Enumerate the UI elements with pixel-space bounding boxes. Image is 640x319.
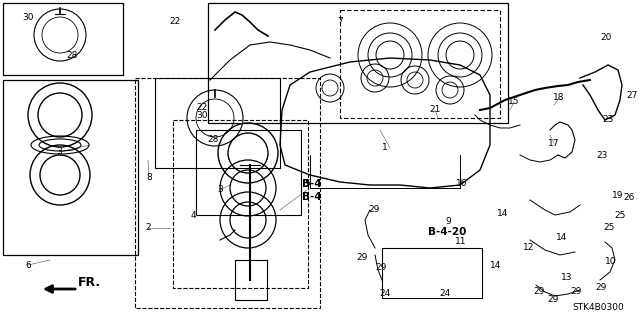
Text: 12: 12 [524, 243, 534, 253]
Text: 9: 9 [445, 218, 451, 226]
Text: 20: 20 [600, 33, 612, 42]
Text: 4: 4 [190, 211, 196, 219]
Text: 24: 24 [440, 288, 451, 298]
Text: 13: 13 [561, 273, 573, 283]
Bar [3, 3, 123, 75]
Text: 26: 26 [623, 194, 635, 203]
Text: 22: 22 [170, 18, 180, 26]
Text: 14: 14 [497, 209, 509, 218]
Text: 10: 10 [605, 256, 617, 265]
Text: 25: 25 [604, 224, 614, 233]
Text: 16: 16 [456, 179, 468, 188]
Bar [196, 130, 301, 215]
Text: STK4B0300: STK4B0300 [572, 302, 624, 311]
Text: 22: 22 [196, 102, 207, 112]
Text: 7: 7 [337, 18, 343, 26]
Text: 29: 29 [375, 263, 387, 271]
Text: 3: 3 [217, 186, 223, 195]
Text: 29: 29 [570, 287, 582, 296]
Bar [235, 260, 267, 300]
Bar [208, 3, 508, 123]
Text: 2: 2 [145, 224, 151, 233]
Text: 19: 19 [612, 191, 624, 201]
Text: 27: 27 [627, 91, 637, 100]
Text: 11: 11 [455, 236, 467, 246]
Text: 25: 25 [614, 211, 626, 220]
Text: 14: 14 [556, 234, 568, 242]
Text: 18: 18 [553, 93, 564, 102]
Text: B-4: B-4 [302, 179, 322, 189]
Bar [173, 120, 308, 288]
Bar [3, 80, 138, 255]
Bar [135, 78, 320, 308]
Text: 29: 29 [533, 287, 545, 296]
Text: 28: 28 [207, 136, 219, 145]
Text: 29: 29 [368, 205, 380, 214]
Text: 17: 17 [548, 138, 560, 147]
Text: 30: 30 [22, 13, 34, 23]
Text: B-4: B-4 [302, 192, 322, 202]
Text: 23: 23 [602, 115, 614, 124]
Text: 28: 28 [67, 50, 77, 60]
Text: 29: 29 [547, 294, 559, 303]
Text: FR.: FR. [78, 276, 101, 288]
Text: 29: 29 [595, 284, 607, 293]
Bar [155, 78, 280, 168]
Text: 3: 3 [56, 147, 62, 157]
Text: 5: 5 [304, 179, 310, 188]
Text: 1: 1 [382, 144, 388, 152]
Text: 30: 30 [196, 110, 208, 120]
Text: B-4-20: B-4-20 [428, 227, 466, 237]
Bar [340, 10, 500, 118]
Text: 21: 21 [429, 106, 441, 115]
Text: 8: 8 [146, 173, 152, 182]
Bar [382, 248, 482, 298]
Text: 14: 14 [490, 262, 502, 271]
Text: 6: 6 [25, 261, 31, 270]
Text: 23: 23 [596, 152, 608, 160]
Text: 24: 24 [380, 288, 390, 298]
Text: 15: 15 [508, 98, 520, 107]
Text: 29: 29 [356, 254, 368, 263]
